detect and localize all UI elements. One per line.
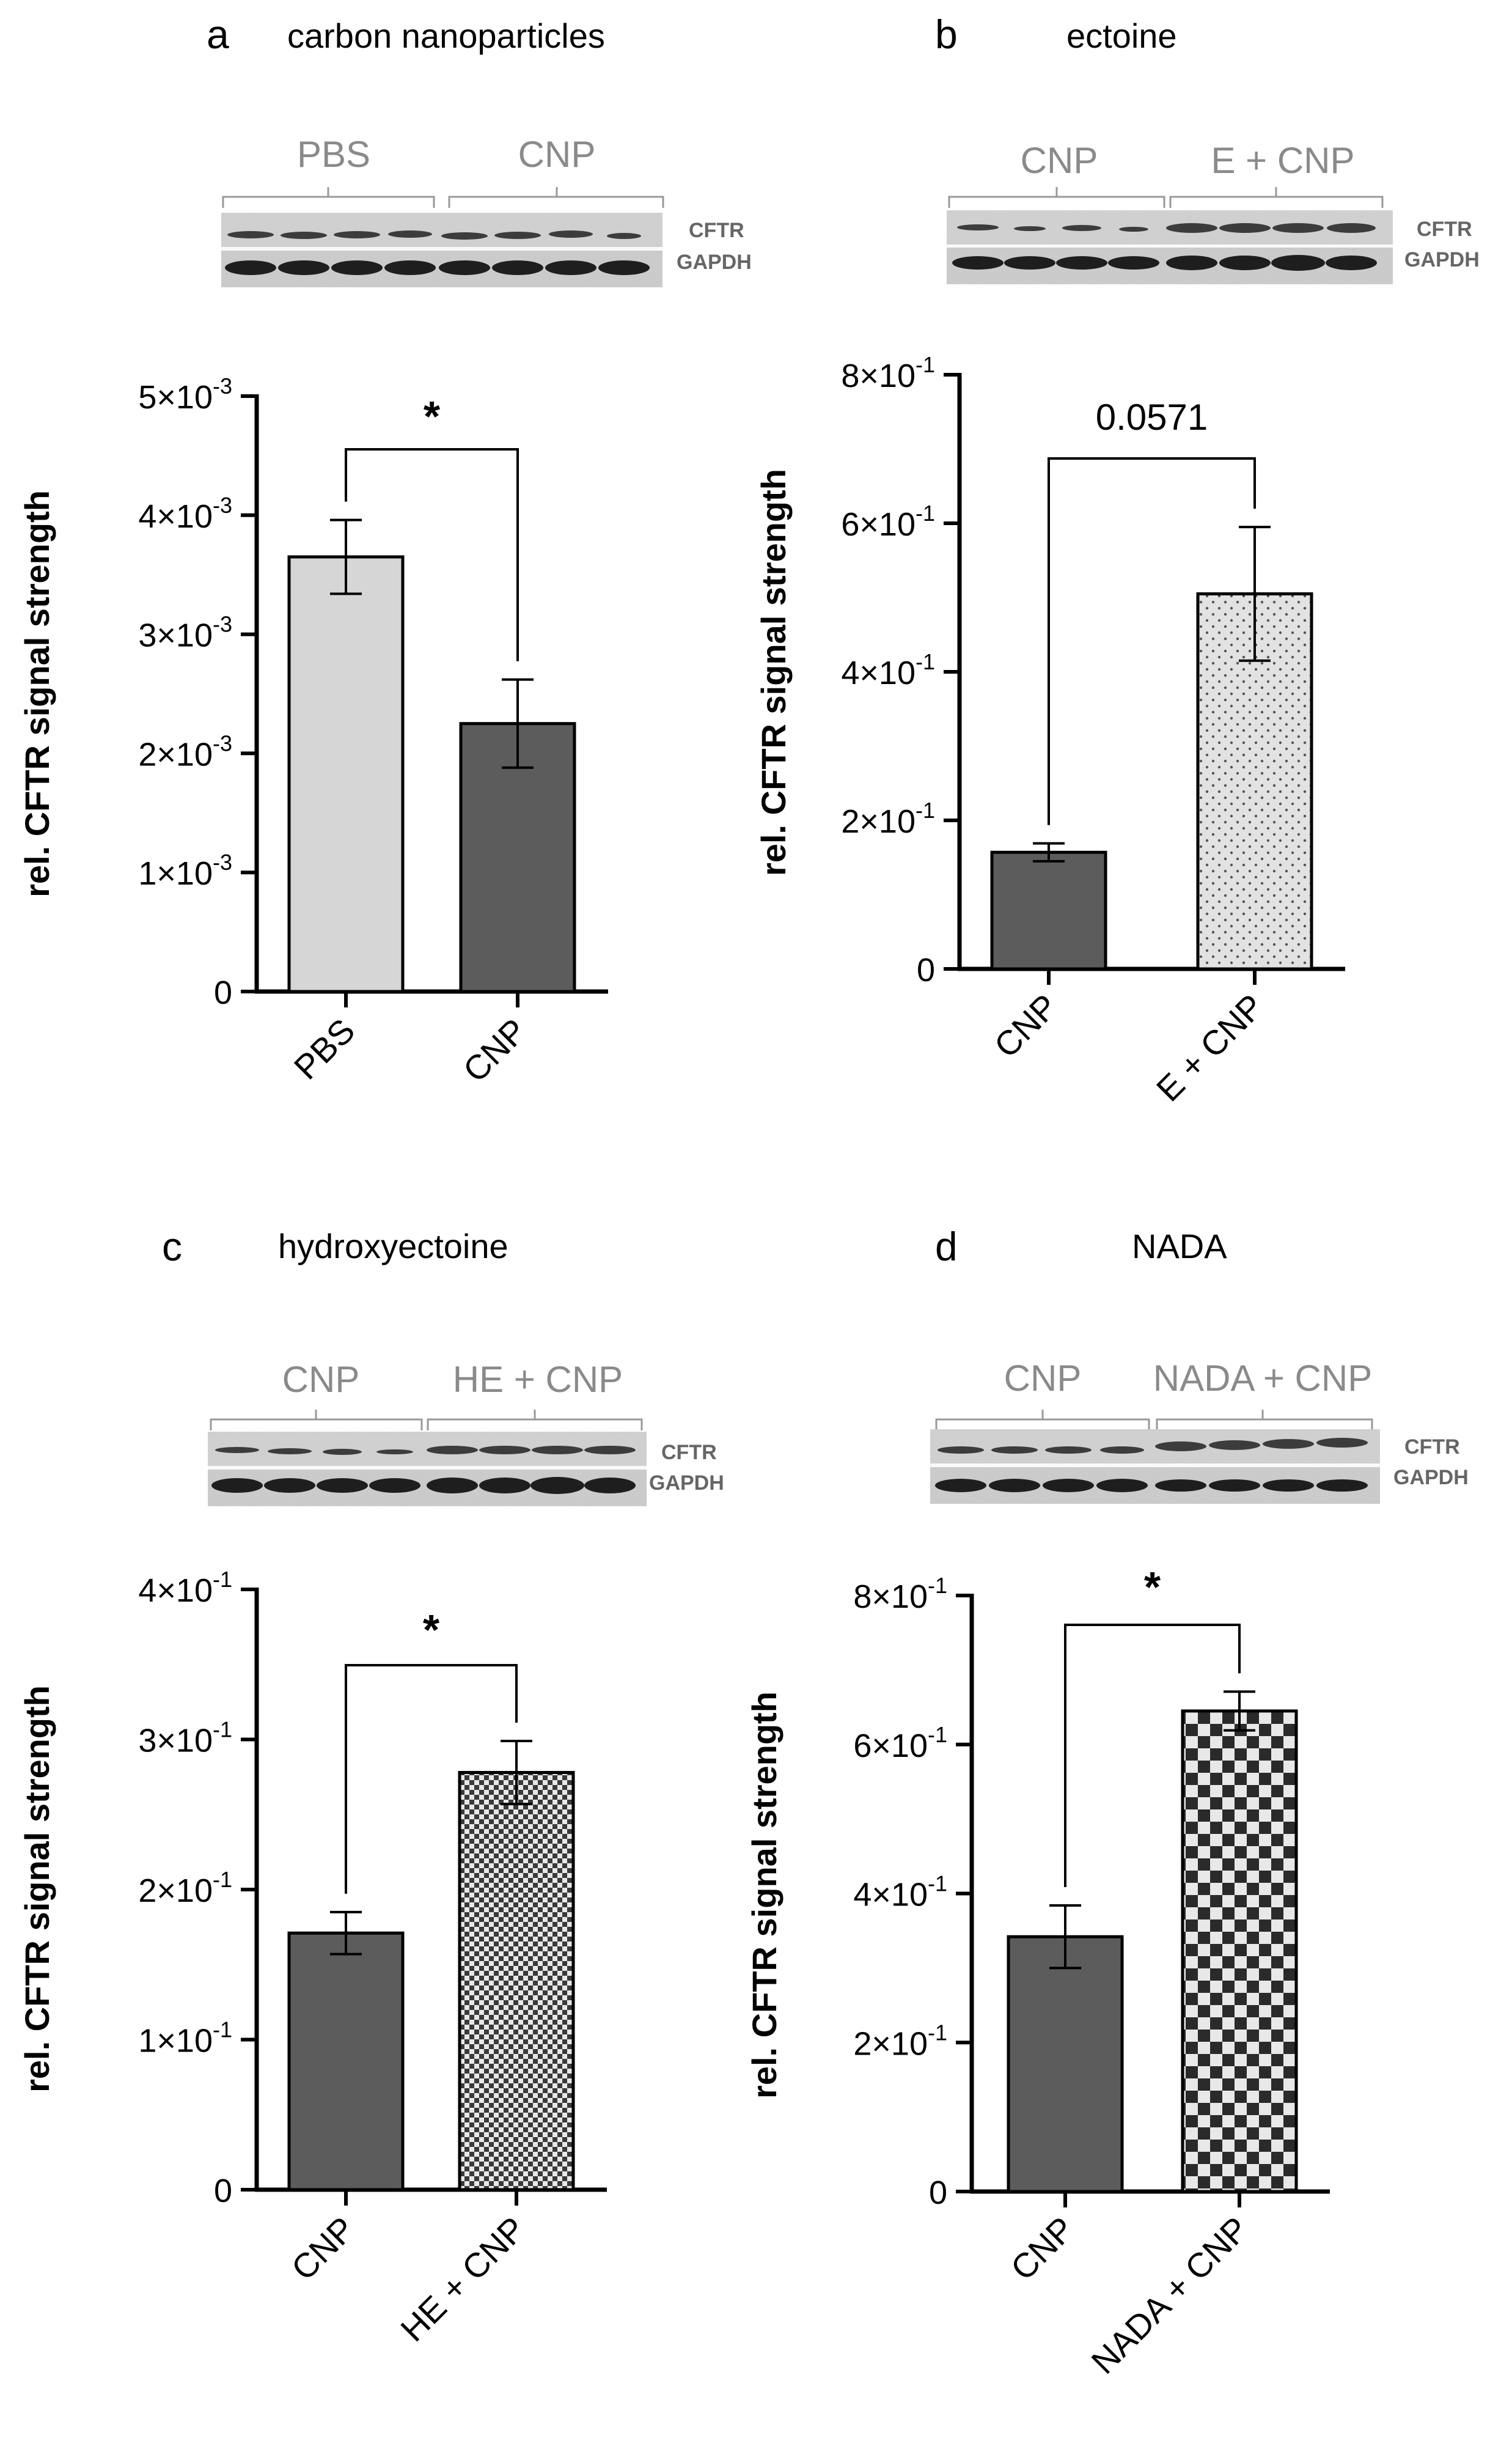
chart-a: 0 1×10-3 2×10-3 3×10-3 4×10-3 5×10-3 rel. CFTR… [18, 374, 608, 1089]
blot-a-bracket [448, 187, 664, 208]
blot-d-bracket [935, 1410, 1150, 1430]
x-tick-label: E + CNP [1149, 987, 1271, 1109]
blot-b: CNP E + CNP CFTR GAPDH [947, 140, 1480, 284]
blot-c-band-label: CFTR [661, 1441, 717, 1464]
y-axis-title: rel. CFTR signal strength [745, 1691, 784, 2099]
blot-b-band-label: CFTR [1417, 218, 1472, 241]
bar [287, 1931, 405, 2192]
panel-c-letter: c [162, 1224, 182, 1269]
significance-bracket [1048, 457, 1256, 825]
panel-a-header: a carbon nanoparticles [207, 12, 605, 57]
blot-a: PBS CNP CFTR GAPDH [221, 134, 752, 287]
x-tick-label: NADA + CNP [1084, 2209, 1255, 2381]
significance-label: * [423, 1606, 440, 1654]
blot-b-group-label: E + CNP [1211, 140, 1354, 181]
blot-b-bracket [1169, 187, 1384, 208]
blot-a-strip-cftr [221, 213, 662, 247]
y-tick-label: 6×10-1 [841, 501, 935, 543]
panel-b-title: ectoine [1066, 17, 1177, 55]
bar [1181, 1709, 1298, 2193]
y-tick-label: 8×10-1 [853, 1573, 947, 1615]
blot-a-group-label: PBS [297, 134, 370, 175]
bar [1007, 1935, 1124, 2193]
chart-d: 0 2×10-1 4×10-1 6×10-1 8×10-1 rel. CFTR signa… [745, 1563, 1330, 2381]
y-tick-label: 0 [929, 2174, 947, 2211]
x-tick-label: HE + CNP [393, 2209, 532, 2349]
panel-d-letter: d [935, 1224, 958, 1269]
y-tick-label: 4×10-1 [853, 1871, 947, 1913]
y-tick-label: 1×10-3 [138, 850, 232, 892]
y-axis-title: rel. CFTR signal strength [754, 469, 793, 876]
blot-c-bracket [427, 1410, 643, 1430]
y-tick-label: 2×10-1 [138, 1867, 232, 1909]
panel-b-header: b ectoine [935, 12, 1177, 57]
blot-d-group-label: NADA + CNP [1153, 1358, 1372, 1399]
blot-a-band-label: CFTR [689, 219, 744, 242]
blot-d: CNP NADA + CNP CFTR GAPDH [930, 1358, 1469, 1504]
y-tick-label: 0 [214, 2173, 232, 2209]
panel-a-title: carbon nanoparticles [287, 17, 605, 55]
y-tick-label: 5×10-3 [138, 374, 232, 416]
blot-a-band-label: GAPDH [677, 251, 752, 274]
blot-c-band-label: GAPDH [649, 1471, 724, 1495]
bar [287, 555, 405, 993]
blot-d-band-label: GAPDH [1393, 1466, 1469, 1489]
x-tick-label: CNP [455, 1011, 534, 1089]
y-tick-label: 4×10-1 [841, 649, 935, 691]
blot-b-group-label: CNP [1021, 140, 1098, 181]
x-tick-label: CNP [1003, 2209, 1081, 2288]
y-tick-label: 2×10-3 [138, 731, 232, 773]
blot-c: CNP HE + CNP CFTR GAPDH [208, 1359, 724, 1506]
blot-d-group-label: CNP [1004, 1358, 1082, 1399]
y-tick-label: 2×10-1 [841, 798, 935, 840]
y-tick-label: 6×10-1 [853, 1722, 947, 1764]
chart-b: 0 2×10-1 4×10-1 6×10-1 8×10-1 rel. CFTR signa… [754, 352, 1345, 1109]
y-axis-title: rel. CFTR signal strength [18, 1685, 56, 2092]
blot-d-band-label: CFTR [1404, 1435, 1460, 1459]
significance-bracket [345, 1664, 518, 1894]
y-tick-label: 4×10-1 [138, 1567, 232, 1609]
blot-b-band-label: GAPDH [1404, 248, 1480, 271]
y-tick-label: 4×10-3 [138, 493, 232, 535]
panel-d-header: d NADA [935, 1224, 1227, 1269]
bar [458, 1771, 575, 2192]
y-axis-title: rel. CFTR signal strength [18, 490, 56, 897]
blot-c-bracket [210, 1410, 423, 1430]
blot-c-group-label: HE + CNP [453, 1359, 623, 1400]
panel-b-letter: b [935, 12, 958, 57]
panel-d-title: NADA [1132, 1227, 1227, 1265]
significance-label: 0.0571 [1096, 397, 1208, 438]
significance-label: * [424, 392, 441, 440]
x-tick-label: CNP [284, 2209, 362, 2288]
blot-b-bracket [948, 187, 1165, 208]
y-tick-label: 1×10-1 [138, 2017, 232, 2059]
y-tick-label: 0 [917, 952, 935, 988]
significance-label: * [1144, 1563, 1161, 1611]
panel-c-header: c hydroxyectoine [162, 1224, 508, 1269]
y-tick-label: 3×10-1 [138, 1717, 232, 1759]
blot-d-bracket [1156, 1410, 1373, 1430]
y-tick-label: 0 [214, 974, 232, 1011]
x-tick-label: PBS [287, 1011, 362, 1087]
y-tick-label: 2×10-1 [853, 2020, 947, 2062]
bar [459, 722, 576, 993]
blot-a-group-label: CNP [518, 134, 596, 175]
x-tick-label: CNP [986, 987, 1065, 1065]
significance-bracket [345, 448, 519, 661]
panel-c-title: hydroxyectoine [278, 1227, 508, 1265]
y-tick-label: 3×10-3 [138, 612, 232, 654]
significance-bracket [1064, 1624, 1241, 1887]
bar [990, 850, 1107, 971]
blot-a-bracket [222, 187, 435, 208]
chart-c: 0 1×10-1 2×10-1 3×10-1 4×10-1 rel. CFTR signa… [18, 1567, 607, 2349]
y-tick-label: 8×10-1 [841, 352, 935, 394]
panel-a-letter: a [207, 12, 229, 57]
blot-c-group-label: CNP [282, 1359, 360, 1400]
